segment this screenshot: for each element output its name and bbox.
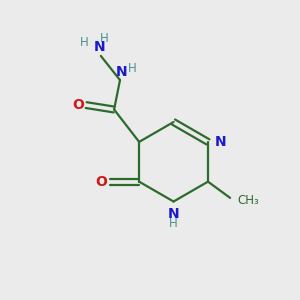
- Text: O: O: [72, 98, 84, 112]
- Text: CH₃: CH₃: [237, 194, 259, 207]
- Text: H: H: [128, 62, 137, 75]
- Text: N: N: [168, 207, 179, 221]
- Text: H: H: [80, 36, 89, 49]
- Text: N: N: [94, 40, 105, 55]
- Text: H: H: [169, 217, 178, 230]
- Text: N: N: [116, 64, 127, 79]
- Text: H: H: [99, 32, 108, 45]
- Text: N: N: [214, 135, 226, 149]
- Text: O: O: [95, 175, 107, 189]
